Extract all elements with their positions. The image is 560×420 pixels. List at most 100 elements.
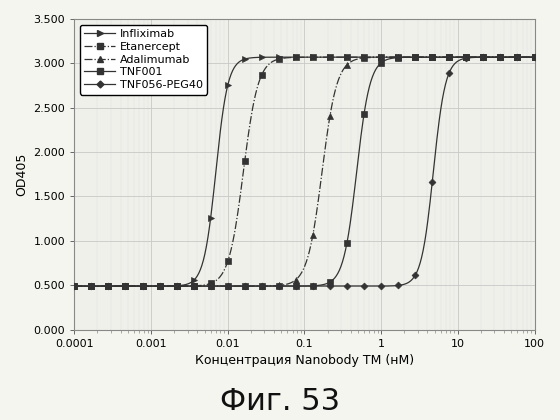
Etanercept xyxy=(88,284,95,289)
Adalimumab xyxy=(412,55,418,60)
Adalimumab xyxy=(122,284,129,289)
TNF056-PEG40 xyxy=(225,284,231,289)
Line: Etanercept: Etanercept xyxy=(72,54,537,289)
TNF056-PEG40 xyxy=(463,55,470,60)
TNF001 xyxy=(326,280,333,285)
Etanercept xyxy=(122,284,129,289)
Adalimumab xyxy=(378,55,385,60)
TNF001 xyxy=(173,284,180,289)
Adalimumab xyxy=(344,62,351,67)
Adalimumab xyxy=(241,284,248,289)
Infliximab xyxy=(480,55,487,60)
TNF001 xyxy=(190,284,197,289)
TNF056-PEG40 xyxy=(88,284,95,289)
Etanercept xyxy=(395,55,402,60)
Etanercept xyxy=(292,55,299,60)
Adalimumab xyxy=(446,55,452,60)
Adalimumab xyxy=(395,55,402,60)
Etanercept xyxy=(190,284,197,289)
Infliximab xyxy=(531,55,538,60)
Infliximab xyxy=(378,55,385,60)
TNF001 xyxy=(463,55,470,60)
Infliximab xyxy=(446,55,452,60)
TNF056-PEG40 xyxy=(412,273,418,278)
TNF056-PEG40 xyxy=(259,284,265,289)
TNF056-PEG40 xyxy=(139,284,146,289)
TNF056-PEG40 xyxy=(480,55,487,60)
TNF001 xyxy=(71,284,78,289)
Line: TNF056-PEG40: TNF056-PEG40 xyxy=(72,55,537,289)
Infliximab xyxy=(344,55,351,60)
Adalimumab xyxy=(326,113,333,118)
Adalimumab xyxy=(259,284,265,289)
Infliximab xyxy=(497,55,504,60)
TNF001 xyxy=(361,111,367,116)
Text: Фиг. 53: Фиг. 53 xyxy=(220,387,340,416)
Etanercept xyxy=(463,55,470,60)
Etanercept xyxy=(480,55,487,60)
TNF056-PEG40 xyxy=(378,284,385,289)
Etanercept xyxy=(156,284,163,289)
Infliximab xyxy=(514,55,521,60)
TNF001 xyxy=(207,284,214,289)
Infliximab xyxy=(88,284,95,289)
TNF056-PEG40 xyxy=(446,70,452,75)
TNF001 xyxy=(310,283,316,288)
TNF056-PEG40 xyxy=(292,284,299,289)
Infliximab xyxy=(463,55,470,60)
TNF001 xyxy=(122,284,129,289)
Etanercept xyxy=(497,55,504,60)
Adalimumab xyxy=(105,284,112,289)
TNF001 xyxy=(514,55,521,60)
Infliximab xyxy=(292,55,299,60)
Adalimumab xyxy=(310,232,316,237)
Etanercept xyxy=(139,284,146,289)
Infliximab xyxy=(122,284,129,289)
TNF056-PEG40 xyxy=(71,284,78,289)
Etanercept xyxy=(105,284,112,289)
TNF056-PEG40 xyxy=(310,284,316,289)
TNF056-PEG40 xyxy=(326,284,333,289)
Etanercept xyxy=(173,284,180,289)
TNF001 xyxy=(344,240,351,245)
Infliximab xyxy=(412,55,418,60)
Infliximab xyxy=(190,278,197,283)
Etanercept xyxy=(361,55,367,60)
TNF056-PEG40 xyxy=(395,283,402,288)
TNF056-PEG40 xyxy=(429,180,436,185)
Adalimumab xyxy=(71,284,78,289)
TNF001 xyxy=(276,284,282,289)
TNF001 xyxy=(446,55,452,60)
Adalimumab xyxy=(156,284,163,289)
TNF001 xyxy=(531,55,538,60)
Legend: Infliximab, Etanercept, Adalimumab, TNF001, TNF056-PEG40: Infliximab, Etanercept, Adalimumab, TNF0… xyxy=(80,24,207,94)
Infliximab xyxy=(207,215,214,220)
Etanercept xyxy=(378,55,385,60)
TNF001 xyxy=(241,284,248,289)
Line: Adalimumab: Adalimumab xyxy=(72,54,537,289)
TNF001 xyxy=(412,55,418,60)
Adalimumab xyxy=(292,277,299,282)
Adalimumab xyxy=(497,55,504,60)
Adalimumab xyxy=(463,55,470,60)
Infliximab xyxy=(139,284,146,289)
Infliximab xyxy=(276,55,282,60)
Etanercept xyxy=(241,158,248,163)
Adalimumab xyxy=(225,284,231,289)
TNF056-PEG40 xyxy=(156,284,163,289)
Adalimumab xyxy=(531,55,538,60)
TNF001 xyxy=(395,55,402,60)
TNF056-PEG40 xyxy=(531,55,538,60)
TNF056-PEG40 xyxy=(361,284,367,289)
Etanercept xyxy=(276,57,282,62)
TNF056-PEG40 xyxy=(173,284,180,289)
TNF056-PEG40 xyxy=(344,284,351,289)
Infliximab xyxy=(429,55,436,60)
Etanercept xyxy=(71,284,78,289)
Infliximab xyxy=(326,55,333,60)
TNF001 xyxy=(105,284,112,289)
Adalimumab xyxy=(514,55,521,60)
Y-axis label: OD405: OD405 xyxy=(15,152,28,196)
Infliximab xyxy=(241,57,248,62)
Adalimumab xyxy=(88,284,95,289)
